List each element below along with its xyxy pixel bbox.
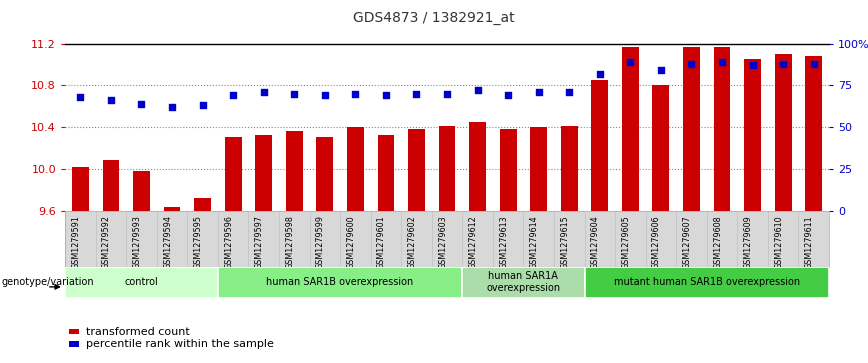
Point bbox=[410, 91, 424, 97]
Bar bbox=[408, 129, 424, 211]
Bar bbox=[255, 135, 272, 211]
Bar bbox=[713, 47, 730, 211]
Text: GSM1279602: GSM1279602 bbox=[407, 215, 417, 269]
Text: GSM1279591: GSM1279591 bbox=[71, 215, 81, 269]
Bar bbox=[438, 126, 456, 211]
Point bbox=[287, 91, 301, 97]
Bar bbox=[317, 138, 333, 211]
Text: GSM1279615: GSM1279615 bbox=[560, 215, 569, 269]
Text: percentile rank within the sample: percentile rank within the sample bbox=[86, 339, 273, 349]
Text: GSM1279593: GSM1279593 bbox=[133, 215, 141, 269]
Text: GSM1279600: GSM1279600 bbox=[346, 215, 355, 269]
Text: control: control bbox=[125, 277, 158, 287]
Bar bbox=[133, 171, 150, 211]
Text: GSM1279592: GSM1279592 bbox=[102, 215, 111, 269]
Bar bbox=[775, 54, 792, 211]
Bar bbox=[806, 56, 822, 211]
Bar bbox=[164, 207, 181, 211]
Bar bbox=[102, 160, 119, 211]
Text: GSM1279599: GSM1279599 bbox=[316, 215, 325, 269]
Bar bbox=[584, 267, 829, 298]
Text: GSM1279614: GSM1279614 bbox=[529, 215, 539, 269]
Point bbox=[532, 89, 546, 95]
Bar bbox=[286, 131, 303, 211]
Point bbox=[776, 61, 790, 66]
Text: GSM1279595: GSM1279595 bbox=[194, 215, 202, 269]
Text: GSM1279611: GSM1279611 bbox=[805, 215, 813, 269]
Text: GSM1279606: GSM1279606 bbox=[652, 215, 661, 269]
Bar bbox=[378, 135, 394, 211]
Point bbox=[654, 68, 667, 73]
Text: GSM1279605: GSM1279605 bbox=[621, 215, 630, 269]
Text: GSM1279604: GSM1279604 bbox=[591, 215, 600, 269]
Point bbox=[379, 93, 393, 98]
Bar bbox=[470, 122, 486, 211]
Bar bbox=[194, 198, 211, 211]
Text: GSM1279597: GSM1279597 bbox=[254, 215, 264, 269]
Text: transformed count: transformed count bbox=[86, 327, 189, 337]
Point bbox=[257, 89, 271, 95]
Text: GSM1279613: GSM1279613 bbox=[499, 215, 508, 269]
Bar bbox=[225, 138, 241, 211]
Text: GSM1279603: GSM1279603 bbox=[438, 215, 447, 269]
Bar bbox=[683, 47, 700, 211]
Point bbox=[74, 94, 88, 100]
Point bbox=[348, 91, 362, 97]
Point bbox=[623, 59, 637, 65]
Point bbox=[318, 93, 332, 98]
Text: mutant human SAR1B overexpression: mutant human SAR1B overexpression bbox=[614, 277, 799, 287]
Bar bbox=[653, 85, 669, 211]
Text: GSM1279598: GSM1279598 bbox=[286, 215, 294, 269]
Point bbox=[806, 61, 820, 66]
Text: GSM1279596: GSM1279596 bbox=[224, 215, 233, 269]
Bar bbox=[347, 127, 364, 211]
Bar bbox=[72, 167, 89, 211]
Bar bbox=[500, 129, 516, 211]
Point bbox=[715, 59, 729, 65]
Point bbox=[593, 71, 607, 77]
Text: GSM1279601: GSM1279601 bbox=[377, 215, 386, 269]
Bar bbox=[744, 59, 761, 211]
Point bbox=[501, 93, 515, 98]
Point bbox=[562, 89, 576, 95]
Bar bbox=[561, 126, 577, 211]
Point bbox=[195, 102, 209, 108]
Bar bbox=[591, 80, 608, 211]
Text: GDS4873 / 1382921_at: GDS4873 / 1382921_at bbox=[353, 11, 515, 25]
Bar bbox=[463, 267, 584, 298]
Text: genotype/variation: genotype/variation bbox=[2, 277, 95, 287]
Text: GSM1279594: GSM1279594 bbox=[163, 215, 172, 269]
Point bbox=[104, 97, 118, 103]
Point bbox=[440, 91, 454, 97]
Point bbox=[685, 61, 699, 66]
Point bbox=[165, 104, 179, 110]
Text: GSM1279607: GSM1279607 bbox=[682, 215, 692, 269]
Text: human SAR1A
overexpression: human SAR1A overexpression bbox=[486, 272, 561, 293]
Text: GSM1279610: GSM1279610 bbox=[774, 215, 783, 269]
Point bbox=[470, 87, 484, 93]
Bar bbox=[65, 267, 218, 298]
Text: GSM1279612: GSM1279612 bbox=[469, 215, 477, 269]
Bar bbox=[218, 267, 463, 298]
Point bbox=[227, 93, 240, 98]
Text: GSM1279609: GSM1279609 bbox=[744, 215, 753, 269]
Text: human SAR1B overexpression: human SAR1B overexpression bbox=[266, 277, 414, 287]
Bar bbox=[530, 127, 547, 211]
Text: GSM1279608: GSM1279608 bbox=[713, 215, 722, 269]
Point bbox=[746, 62, 760, 68]
Bar bbox=[622, 47, 639, 211]
Point bbox=[135, 101, 148, 107]
